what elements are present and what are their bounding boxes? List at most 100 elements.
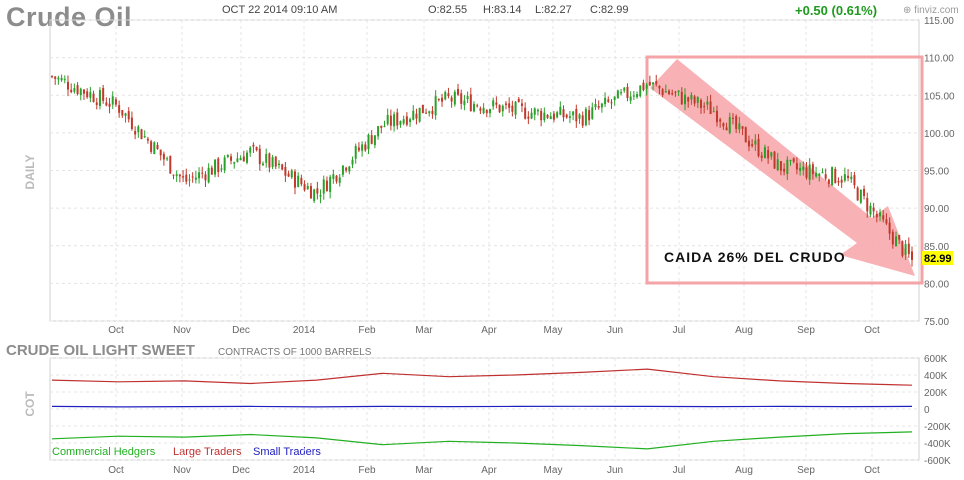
candle-body [143, 136, 146, 138]
y-tick-label: -400K [924, 439, 951, 450]
candle-body [482, 107, 485, 114]
x-tick-label: Apr [481, 325, 497, 336]
candle-body [850, 176, 853, 180]
candle-body [575, 108, 578, 122]
candle-body [875, 213, 878, 218]
chart-title: Crude Oil [6, 2, 133, 32]
candle-body [578, 114, 581, 119]
candle-body [799, 167, 802, 172]
candle-body [783, 168, 786, 172]
candle-body [274, 156, 277, 167]
candle-body [776, 159, 779, 171]
y-tick-label: 90.00 [924, 204, 949, 215]
candle-body [255, 147, 258, 151]
candle-body [92, 93, 95, 102]
candle-body [495, 102, 498, 105]
candle-body [322, 179, 325, 194]
candle-body [821, 172, 824, 174]
candle-body [191, 176, 194, 178]
brand-label: finviz.com [914, 5, 959, 16]
candle-body [543, 112, 546, 121]
candle-body [297, 175, 300, 187]
candle-body [869, 205, 872, 215]
candle-body [696, 97, 699, 103]
candle-body [904, 244, 907, 255]
x-tick-label: 2014 [293, 325, 316, 336]
x-tick-label: Jul [673, 325, 686, 336]
candle-body [504, 103, 507, 105]
small-traders-line [51, 405, 913, 408]
candle-body [121, 110, 124, 116]
candle-body [262, 163, 265, 166]
price-change: +0.50 (0.61%) [795, 3, 878, 18]
candle-body [760, 155, 763, 158]
candle-body [226, 154, 229, 158]
x-tick-label: Oct [108, 325, 124, 336]
candle-body [684, 94, 687, 105]
legend-commercial: Commercial Hedgers [52, 446, 156, 458]
candle-body [802, 166, 805, 171]
candle-body [150, 141, 153, 152]
candle-body [57, 77, 60, 80]
candle-body [885, 219, 888, 224]
candle-body [831, 167, 834, 186]
open-value: O:82.55 [428, 4, 468, 16]
decline-arrow [650, 59, 915, 276]
candle-body [731, 117, 734, 119]
candle-body [265, 153, 268, 163]
y-tick-label: 0 [924, 405, 930, 416]
y-tick-label: 200K [924, 388, 948, 399]
candle-body [514, 101, 517, 115]
candle-body [805, 167, 808, 178]
candle-body [86, 91, 89, 98]
candle-body [853, 175, 856, 186]
x-tick-label: Oct [108, 465, 124, 476]
candle-body [393, 114, 396, 127]
candle-body [626, 86, 629, 98]
candle-body [441, 97, 444, 102]
high-value: H:83.14 [483, 4, 522, 16]
candle-body [671, 93, 674, 95]
candle-body [201, 172, 204, 174]
candle-body [725, 127, 728, 131]
x-tick-label: Jun [607, 325, 623, 336]
candle-body [118, 105, 121, 113]
candle-body [600, 103, 603, 108]
candle-body [172, 174, 175, 176]
candle-body [175, 174, 178, 176]
candle-body [194, 177, 197, 180]
daily-label: DAILY [23, 155, 37, 190]
candle-body [380, 125, 383, 128]
candle-body [345, 167, 348, 171]
candle-body [348, 166, 351, 172]
candle-body [198, 172, 201, 179]
candle-body [428, 111, 431, 114]
candle-body [508, 103, 511, 108]
x-tick-label: Aug [735, 465, 753, 476]
candle-body [895, 236, 898, 247]
candle-body [409, 119, 412, 123]
candle-body [434, 96, 437, 116]
candle-body [677, 90, 680, 92]
candle-body [386, 114, 389, 125]
brand-logo[interactable]: ⊕ finviz.com [903, 5, 959, 16]
y-tick-label: 75.00 [924, 317, 949, 328]
x-tick-label: Dec [232, 325, 250, 336]
candle-body [338, 177, 341, 183]
candle-body [882, 215, 885, 220]
candle-body [127, 111, 130, 120]
candle-body [316, 188, 319, 194]
candle-body [597, 105, 600, 108]
candle-body [674, 91, 677, 93]
candle-body [655, 81, 658, 85]
candle-body [325, 180, 328, 192]
grid-lines [50, 19, 919, 461]
candle-body [364, 144, 367, 151]
candle-body [645, 84, 648, 89]
candle-body [332, 174, 335, 180]
candle-body [421, 104, 424, 114]
candle-body [668, 90, 671, 95]
candle-body [747, 140, 750, 147]
candle-body [719, 119, 722, 122]
candle-body [581, 115, 584, 126]
